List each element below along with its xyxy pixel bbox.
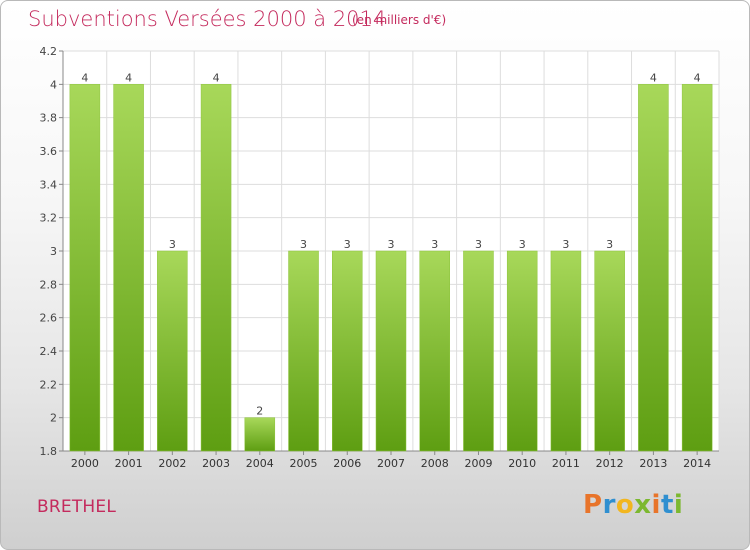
- y-tick-label: 3.8: [40, 112, 58, 125]
- y-tick-label: 1.8: [40, 445, 58, 458]
- bar-2011: [550, 250, 582, 452]
- x-tick-label-2003: 2003: [202, 457, 230, 470]
- y-tick-label: 3.6: [40, 145, 58, 158]
- bar-2008: [419, 250, 450, 452]
- bar-2003: [200, 84, 232, 452]
- data-label-2008: 3: [431, 238, 438, 251]
- bar-2002: [157, 250, 188, 452]
- x-tick-label-2008: 2008: [421, 457, 449, 470]
- y-tick-label: 3: [50, 245, 57, 258]
- data-label-2006: 3: [344, 238, 351, 251]
- y-tick-label: 2.2: [40, 378, 58, 391]
- x-tick-label-2013: 2013: [639, 457, 667, 470]
- bars: [69, 84, 713, 452]
- commune-name: BRETHEL: [37, 497, 116, 517]
- x-tick-label-2007: 2007: [377, 457, 405, 470]
- x-tick-label-2009: 2009: [464, 457, 492, 470]
- x-tick-label-2011: 2011: [552, 457, 580, 470]
- x-tick-label-2005: 2005: [290, 457, 318, 470]
- bar-2000: [69, 84, 101, 452]
- y-tick-label: 2.8: [40, 278, 58, 291]
- data-label-2000: 4: [81, 71, 88, 84]
- bar-2007: [375, 250, 407, 452]
- logo-letter: x: [634, 490, 652, 520]
- x-tick-label-2000: 2000: [71, 457, 99, 470]
- x-tick-label-2014: 2014: [683, 457, 711, 470]
- x-tick-label-2001: 2001: [115, 457, 143, 470]
- bar-2009: [463, 250, 494, 452]
- chart-title: Subventions Versées 2000 à 2014: [28, 7, 387, 31]
- bar-2006: [332, 250, 363, 452]
- data-label-2002: 3: [169, 238, 176, 251]
- data-label-2009: 3: [475, 238, 482, 251]
- logo-letter: i: [651, 490, 661, 520]
- x-tick-label-2002: 2002: [158, 457, 186, 470]
- logo-letter: P: [583, 490, 603, 520]
- x-tick-label-2012: 2012: [596, 457, 624, 470]
- data-label-2001: 4: [125, 71, 132, 84]
- bar-2004: [244, 417, 276, 452]
- bar-2014: [681, 84, 713, 452]
- chart-subtitle: (en milliers d'€): [352, 13, 447, 27]
- data-label-2005: 3: [300, 238, 307, 251]
- labels: 4.2 4 3.8 3.6 3.4 3.2 3 2.8 2.6 2.4 2.2 2 1.8 4 2000 4 2…: [40, 45, 712, 470]
- data-label-2004: 2: [256, 405, 263, 418]
- y-tick-label: 2.4: [40, 345, 58, 358]
- bar-2005: [288, 250, 319, 452]
- bar-2012: [594, 250, 625, 452]
- bar-2013: [638, 84, 669, 452]
- y-tick-label: 2: [50, 412, 57, 425]
- data-label-2012: 3: [606, 238, 613, 251]
- data-label-2010: 3: [519, 238, 526, 251]
- data-label-2007: 3: [388, 238, 395, 251]
- y-tick-label: 3.4: [40, 178, 58, 191]
- logo-letter: t: [660, 490, 674, 520]
- y-tick-label: 3.2: [40, 212, 58, 225]
- logo-letter: o: [615, 490, 635, 520]
- logo-letter: i: [673, 490, 684, 520]
- y-tick-label: 4.2: [40, 45, 58, 58]
- y-tick-label: 4: [50, 78, 57, 91]
- data-label-2013: 4: [650, 71, 657, 84]
- logo-letter: r: [602, 490, 616, 520]
- bar-2001: [113, 84, 144, 452]
- data-label-2003: 4: [213, 71, 220, 84]
- data-label-2011: 3: [562, 238, 569, 251]
- bar-2010: [506, 250, 538, 452]
- data-label-2014: 4: [694, 71, 701, 84]
- x-tick-label-2010: 2010: [508, 457, 536, 470]
- x-tick-label-2006: 2006: [333, 457, 361, 470]
- y-tick-label: 2.6: [40, 312, 58, 325]
- x-tick-label-2004: 2004: [246, 457, 274, 470]
- proxiti-logo: Proxiti: [583, 490, 683, 520]
